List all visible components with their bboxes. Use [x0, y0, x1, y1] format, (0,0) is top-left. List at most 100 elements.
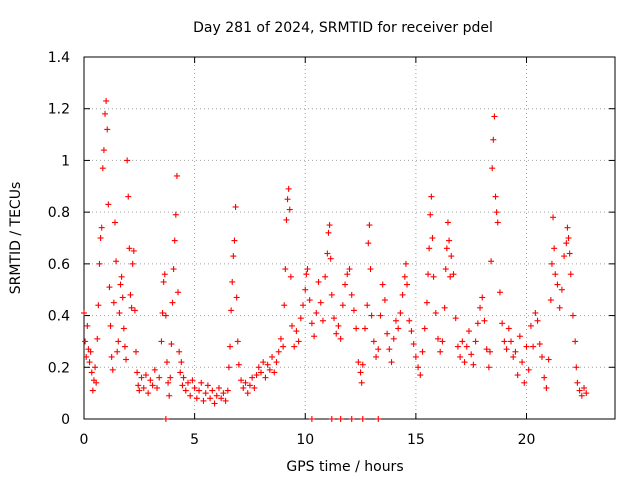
- data-point: [444, 219, 451, 226]
- data-point: [381, 297, 388, 304]
- data-point: [556, 304, 563, 311]
- data-point: [287, 273, 294, 280]
- data-point: [402, 260, 409, 267]
- data-point: [477, 304, 484, 311]
- data-point: [313, 309, 320, 316]
- data-point: [87, 348, 94, 355]
- data-point: [355, 359, 362, 366]
- data-point: [426, 245, 433, 252]
- data-point: [569, 312, 576, 319]
- data-point: [172, 211, 179, 218]
- data-point: [439, 338, 446, 345]
- data-point: [175, 289, 182, 296]
- data-point: [127, 291, 134, 298]
- data-point: [233, 294, 240, 301]
- data-point: [253, 372, 260, 379]
- data-point: [156, 374, 163, 381]
- data-point: [327, 255, 334, 262]
- data-point: [459, 338, 466, 345]
- data-point: [100, 147, 107, 154]
- data-point: [165, 379, 172, 386]
- data-point: [457, 353, 464, 360]
- data-point: [173, 172, 180, 179]
- data-point: [357, 369, 364, 376]
- data-point: [96, 260, 103, 267]
- data-point: [443, 245, 450, 252]
- data-point: [131, 307, 138, 314]
- data-point: [335, 322, 342, 329]
- data-point: [328, 291, 335, 298]
- data-point: [113, 258, 120, 265]
- data-point: [538, 353, 545, 360]
- data-point: [493, 209, 500, 216]
- data-point: [437, 348, 444, 355]
- data-point: [295, 338, 302, 345]
- data-point: [429, 235, 436, 241]
- x-tick-labels: 0 5 10 15 20: [80, 432, 536, 448]
- data-point: [115, 338, 122, 345]
- data-point: [234, 338, 241, 345]
- data-point: [315, 278, 322, 285]
- data-point: [84, 322, 91, 329]
- data-point: [547, 297, 554, 304]
- data-point: [548, 260, 555, 267]
- data-point: [479, 294, 486, 301]
- data-point: [428, 193, 435, 200]
- data-point: [574, 379, 581, 386]
- data-point: [561, 253, 568, 260]
- data-point: [213, 392, 220, 399]
- data-point: [160, 278, 167, 285]
- data-point: [136, 387, 143, 394]
- data-point: [523, 343, 530, 350]
- data-point: [348, 416, 355, 422]
- data-point: [220, 390, 227, 397]
- data-point: [222, 397, 229, 404]
- data-point: [132, 348, 139, 355]
- data-point: [442, 266, 449, 273]
- data-point: [273, 359, 280, 366]
- data-point: [485, 364, 492, 371]
- data-point: [530, 343, 537, 350]
- data-point: [339, 302, 346, 309]
- data-point: [266, 366, 273, 373]
- data-point: [311, 333, 318, 340]
- data-point: [576, 387, 583, 394]
- data-point: [288, 322, 295, 329]
- data-point: [246, 382, 253, 389]
- data-point: [142, 372, 149, 379]
- data-point: [384, 330, 391, 337]
- data-point: [505, 325, 512, 332]
- data-point: [117, 281, 124, 288]
- data-point: [280, 343, 287, 350]
- data-point: [488, 258, 495, 265]
- data-point: [200, 397, 207, 404]
- data-point: [92, 364, 99, 371]
- data-point: [123, 356, 130, 363]
- data-point: [512, 348, 519, 355]
- data-point: [189, 377, 196, 384]
- y-tick-label: 0.6: [48, 257, 70, 273]
- data-point: [361, 325, 368, 332]
- data-point: [130, 247, 137, 254]
- data-point: [397, 309, 404, 316]
- data-point: [365, 240, 372, 247]
- data-point: [284, 196, 291, 203]
- data-point: [277, 335, 284, 342]
- data-point: [367, 266, 374, 273]
- data-point: [446, 237, 453, 244]
- data-point: [350, 307, 357, 314]
- data-point: [448, 253, 455, 260]
- data-point: [275, 348, 282, 355]
- data-point: [182, 387, 189, 394]
- data-point: [308, 320, 315, 327]
- data-point: [567, 271, 574, 278]
- data-point: [358, 379, 365, 386]
- data-point: [108, 353, 115, 360]
- data-point: [379, 281, 386, 288]
- data-point: [375, 416, 382, 422]
- data-point: [225, 364, 232, 371]
- x-tick-label: 15: [407, 432, 425, 448]
- data-point: [166, 392, 173, 399]
- data-point: [169, 299, 176, 306]
- x-tick-label: 5: [190, 432, 199, 448]
